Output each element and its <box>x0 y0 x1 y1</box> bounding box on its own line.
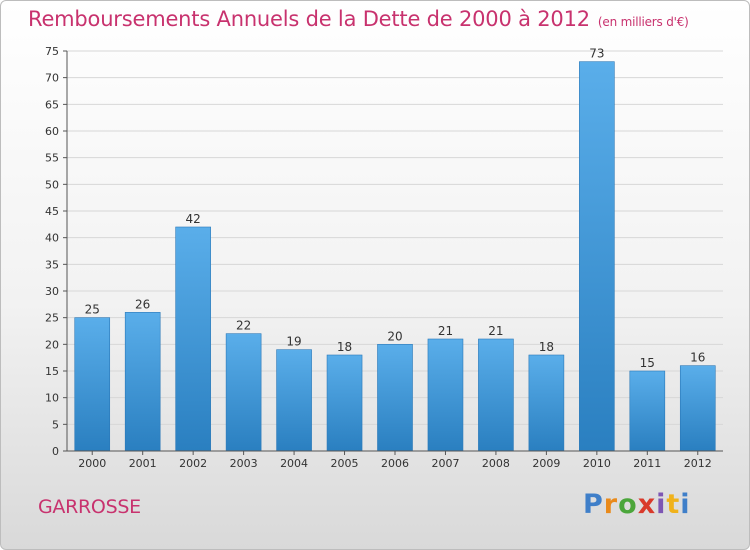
x-tick-label-2008: 2008 <box>482 457 510 470</box>
y-tick-label: 60 <box>45 125 59 138</box>
x-tick-label-2005: 2005 <box>331 457 359 470</box>
value-label-2002: 42 <box>186 212 201 226</box>
chart-subtitle: (en milliers d'€) <box>597 15 689 29</box>
y-tick-label: 70 <box>45 72 59 85</box>
bar-2005 <box>326 354 363 452</box>
bar-2004 <box>276 349 312 452</box>
x-tick-label-2001: 2001 <box>129 457 157 470</box>
value-label-2000: 25 <box>85 303 100 317</box>
axis-layer: 0 5 10 15 20 25 30 35 40 45 50 55 60 65 70 75 2000 2001 20… <box>45 45 723 470</box>
y-tick-label: 40 <box>45 232 59 245</box>
y-tick-label: 50 <box>45 178 59 191</box>
value-label-2009: 18 <box>539 340 554 354</box>
logo-letter: i <box>656 489 667 520</box>
y-tick-label: 30 <box>45 285 59 298</box>
x-tick-label-2004: 2004 <box>280 457 308 470</box>
value-label-2006: 20 <box>387 329 402 343</box>
x-tick-label-2010: 2010 <box>583 457 611 470</box>
title-text: Remboursements Annuels de la Dette de 20… <box>28 7 590 31</box>
y-tick-label: 5 <box>52 418 59 431</box>
bar-2010 <box>579 61 615 452</box>
y-tick-label: 55 <box>45 152 59 165</box>
value-label-2008: 21 <box>488 324 503 338</box>
x-tick-label-2000: 2000 <box>78 457 106 470</box>
y-tick-label: 75 <box>45 45 59 58</box>
proxiti-logo: Proxiti <box>583 489 691 520</box>
bar-2003 <box>225 333 262 452</box>
bar-2001 <box>124 312 161 452</box>
chart-title: Remboursements Annuels de la Dette de 20… <box>28 7 689 31</box>
y-tick-label: 25 <box>45 312 59 325</box>
y-tick-label: 15 <box>45 365 59 378</box>
bar-layer: 25 26 42 22 19 18 20 21 21 18 73 15 16 <box>74 47 716 452</box>
bar-2002 <box>175 226 211 452</box>
bar-2007 <box>427 338 464 452</box>
x-tick-label-2012: 2012 <box>684 457 712 470</box>
value-label-2001: 26 <box>135 297 150 311</box>
x-tick-label-2006: 2006 <box>381 457 409 470</box>
y-tick-label: 10 <box>45 392 59 405</box>
value-label-2004: 19 <box>286 335 301 349</box>
logo-letter: t <box>666 489 681 520</box>
logo-letter: P <box>583 489 604 520</box>
y-tick-label: 45 <box>45 205 59 218</box>
logo-letter: o <box>618 489 638 520</box>
bar-2011 <box>629 370 666 452</box>
x-tick-label-2011: 2011 <box>633 457 661 470</box>
bar-2006 <box>377 344 413 452</box>
y-tick-label: 65 <box>45 98 59 111</box>
bar-2008 <box>478 338 514 452</box>
logo-letter: i <box>680 489 691 520</box>
bar-2000 <box>74 317 111 452</box>
x-tick-label-2002: 2002 <box>179 457 207 470</box>
value-label-2011: 15 <box>640 356 655 370</box>
value-label-2005: 18 <box>337 340 352 354</box>
value-label-2010: 73 <box>589 47 604 61</box>
y-tick-label: 20 <box>45 338 59 351</box>
value-label-2012: 16 <box>690 351 705 365</box>
logo-letter: r <box>603 489 619 520</box>
x-tick-label-2009: 2009 <box>532 457 560 470</box>
x-tick-label-2007: 2007 <box>431 457 459 470</box>
bar-2009 <box>528 354 565 452</box>
x-tick-label-2003: 2003 <box>230 457 258 470</box>
value-label-2003: 22 <box>236 319 251 333</box>
y-tick-label: 35 <box>45 258 59 271</box>
value-label-2007: 21 <box>438 324 453 338</box>
commune-name: GARROSSE <box>38 496 141 518</box>
logo-letter: x <box>637 489 657 520</box>
y-tick-label: 0 <box>52 445 59 458</box>
bar-2012 <box>679 365 716 452</box>
